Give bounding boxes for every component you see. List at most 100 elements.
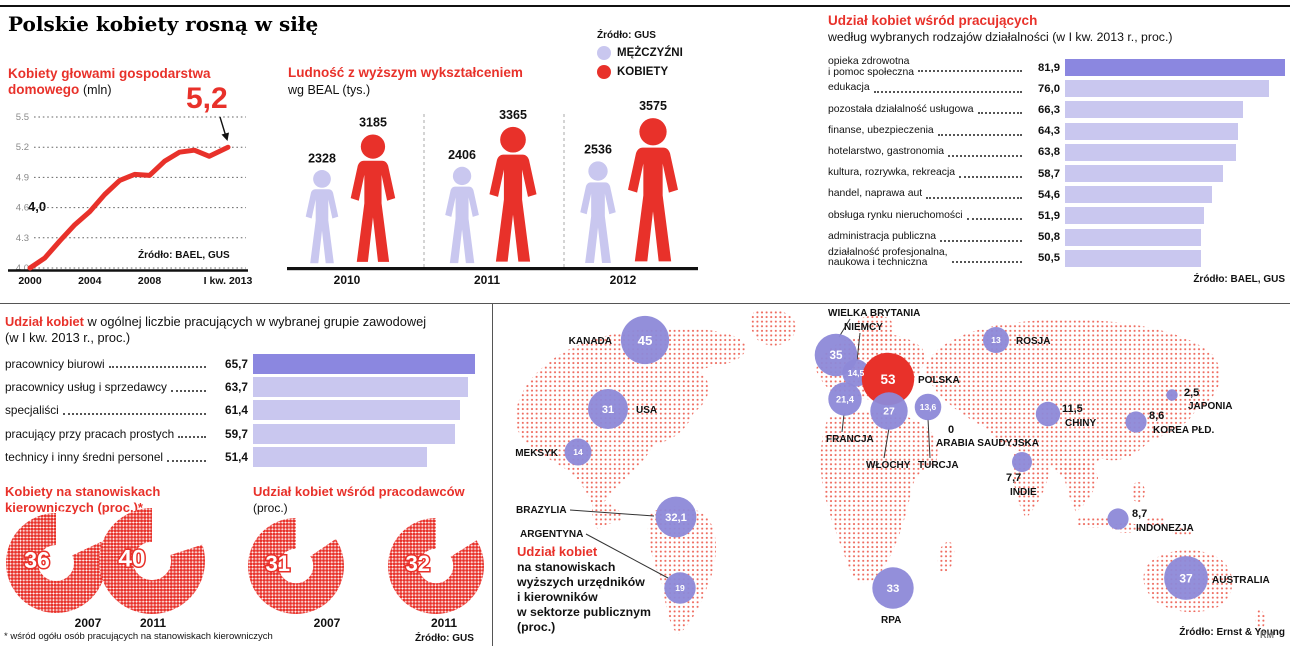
donut-value: 31 xyxy=(266,551,291,576)
country-label-arabia-saudyjska: ARABIA SAUDYJSKA xyxy=(936,438,1039,449)
bar-track xyxy=(1065,59,1285,77)
region-madagascar xyxy=(937,541,955,574)
bar-track xyxy=(1065,143,1285,161)
sectors-bar-row: opieka zdrowotna i pomoc społeczna 81,9 xyxy=(828,56,1285,78)
education-pictogram-chart: 2010 2328 3185 2011 2406 3365 2012 2536 3575 xyxy=(287,99,698,287)
dotted-leader xyxy=(178,429,206,439)
map-title: Udział kobiet na stanowiskach wyższych ur… xyxy=(517,544,687,635)
household-chart-title: Kobiety głowami gospodarstwa domowego (m… xyxy=(8,66,246,98)
map-bubble-meksyk xyxy=(564,438,592,466)
pictogram-value: 2406 xyxy=(448,148,476,162)
world-map: 45 KANADA 31 USA 14 MEKSYK 32,1 BRAZYLIA 19 ARGEN… xyxy=(515,308,1270,634)
bar-value: 51,9 xyxy=(1038,209,1060,222)
bar-track xyxy=(1065,228,1285,246)
country-label-usa: USA xyxy=(636,405,657,416)
y-tick-label: 5.2 xyxy=(16,142,29,153)
map-bubble-turcja xyxy=(914,393,942,421)
occupations-bar-row: technicy i inny średni personel 51,4 xyxy=(5,446,475,469)
bubble-value-indonezja: 8,7 xyxy=(1132,508,1147,520)
region-philippines xyxy=(1131,482,1145,502)
country-label-argentyna: ARGENTYNA xyxy=(520,529,583,540)
x-tick-label: 2004 xyxy=(78,275,102,287)
bubble-value-australia: 37 xyxy=(1179,571,1193,585)
occupations-chart-subtitle: (w I kw. 2013 r., proc.) xyxy=(5,330,131,345)
donut-year-label: 2011 xyxy=(139,616,167,630)
x-tick-label: I kw. 2013 xyxy=(204,275,253,287)
occupations-chart-title-rest: w ogólnej liczbie pracujących w wybranej… xyxy=(83,314,427,329)
map-title-line: na stanowiskach xyxy=(517,560,616,574)
bar xyxy=(1065,122,1238,140)
household-chart-title-accent: Kobiety głowami gospodarstwa domowego xyxy=(8,66,211,97)
man-pictogram-icon xyxy=(580,161,616,263)
country-label-w-ochy: WŁOCHY xyxy=(866,460,911,471)
education-legend-source: Źródło: GUS xyxy=(597,30,656,41)
bar xyxy=(1065,59,1285,77)
donut-value: 40 xyxy=(118,545,145,572)
bar xyxy=(1065,80,1270,98)
sectors-bar-row: edukacja 76,0 xyxy=(828,78,1285,99)
bubble-value-rosja: 13 xyxy=(991,335,1001,345)
occupations-bar-row: pracujący przy pracach prostych 59,7 xyxy=(5,422,475,445)
map-bubble-polska xyxy=(861,352,915,406)
sectors-bar-rows: opieka zdrowotna i pomoc społeczna 81,9 ed… xyxy=(828,56,1285,269)
pictogram-value: 3185 xyxy=(359,115,387,129)
bar-category-label: technicy i inny średni personel xyxy=(5,450,164,465)
map-bubble-indie xyxy=(1012,452,1032,472)
bar-category-label: działalność profesjonalna, naukowa i tec… xyxy=(828,246,948,269)
bar-track xyxy=(253,377,475,398)
bubble-value-arabia-saudyjska: 0 xyxy=(948,424,954,436)
bar xyxy=(253,400,461,421)
bar-value: 51,4 xyxy=(225,450,248,465)
education-legend: Źródło: GUS MĘŻCZYŹNI KOBIETY xyxy=(597,30,683,79)
donut-chart-2007: 36 xyxy=(6,511,106,613)
region-new-zealand xyxy=(1255,610,1265,630)
legend-women-label: KOBIETY xyxy=(617,66,669,78)
women-color-dot-icon xyxy=(597,65,611,79)
leader-line-brazylia xyxy=(569,509,655,517)
donut-year-label: 2011 xyxy=(430,616,458,630)
education-chart-subtitle: wg BEAL (tys.) xyxy=(288,83,371,97)
education-chart-title-accent: Ludność z wyższym wykształceniem xyxy=(288,65,523,80)
bar xyxy=(1065,186,1212,204)
country-label-chiny: CHINY xyxy=(1065,418,1096,429)
bar-category-label: kultura, rozrywka, rekreacja xyxy=(828,167,956,179)
country-label-japonia: JAPONIA xyxy=(1188,401,1232,412)
education-chart-title: Ludność z wyższym wykształceniem wg BEAL… xyxy=(288,64,523,99)
managers-donuts-title: Kobiety na stanowiskach kierowniczych (p… xyxy=(5,484,161,515)
map-bubble-indonezja xyxy=(1107,508,1129,530)
bar xyxy=(253,423,455,444)
bar-track xyxy=(1065,165,1285,183)
legend-men-label: MĘŻCZYŹNI xyxy=(617,47,683,59)
top-rule xyxy=(0,5,1290,7)
bar xyxy=(1065,228,1202,246)
dotted-leader xyxy=(937,127,1022,136)
bar-track xyxy=(1065,122,1285,140)
occupations-chart-title: Udział kobiet w ogólnej liczbie pracując… xyxy=(5,314,492,346)
map-bubble-rpa xyxy=(872,567,914,609)
country-label-kanada: KANADA xyxy=(569,336,612,347)
y-tick-label: 4.3 xyxy=(16,233,29,244)
occupations-bar-rows: pracownicy biurowi 65,7 pracownicy usług i… xyxy=(5,352,475,469)
bar-category-label: finanse, ubezpieczenia xyxy=(828,124,934,136)
bar-value: 54,6 xyxy=(1038,188,1060,201)
donut-value: 36 xyxy=(24,547,50,573)
country-label-australia: AUSTRALIA xyxy=(1212,575,1270,586)
employers-donuts-title-accent: Udział kobiet wśród pracodawców xyxy=(253,484,465,499)
bar-category-label: obsługa rynku nieruchomości xyxy=(828,209,963,221)
dotted-leader xyxy=(167,453,206,462)
bar-category-label: pozostała działalność usługowa xyxy=(828,103,974,115)
bar-track xyxy=(253,447,475,468)
map-bubble-argentyna xyxy=(664,572,696,604)
dotted-leader xyxy=(948,148,1022,157)
map-title-line: wyższych urzędników xyxy=(517,575,645,589)
bar-value: 66,3 xyxy=(1038,103,1060,116)
continent-africa xyxy=(820,410,938,583)
y-tick-label: 4.6 xyxy=(16,203,29,214)
bar-category-label: administracja publiczna xyxy=(828,230,937,242)
woman-pictogram-icon xyxy=(628,118,678,262)
dotted-leader xyxy=(951,254,1022,263)
bubble-value-polska: 53 xyxy=(880,372,896,387)
household-start-value: 4,0 xyxy=(28,199,47,214)
